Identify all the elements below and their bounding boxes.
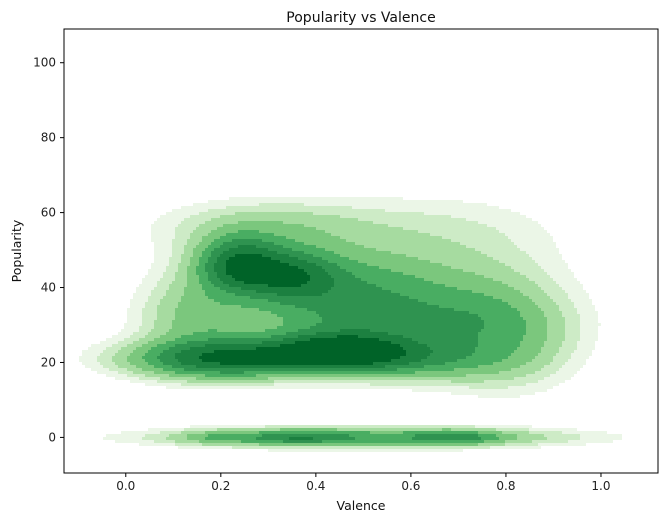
density-level-6 [157,239,484,443]
y-axis-label: Popularity [9,219,24,282]
x-axis: 0.0 0.2 0.4 0.6 0.8 1.0 [116,473,611,493]
x-tick-label: 0.6 [401,479,420,493]
x-axis-label: Valence [337,498,386,513]
y-tick-label: 80 [41,131,56,145]
chart-title: Popularity vs Valence [286,10,435,26]
density-contours [79,197,622,452]
plot-frame [63,28,659,474]
density-level-4 [127,221,547,446]
x-tick-label: 0.4 [306,479,325,493]
y-axis: 0 20 40 60 80 100 [33,56,64,444]
plot-area [63,28,659,474]
density-level-8 [199,254,406,365]
y-tick-label: 60 [41,206,56,220]
y-tick-label: 0 [48,430,56,444]
y-tick-label: 20 [41,355,56,369]
x-tick-label: 0.8 [496,479,515,493]
y-tick-label: 40 [41,281,56,295]
x-tick-label: 1.0 [591,479,610,493]
density-level-1 [79,197,622,452]
x-tick-label: 0.0 [116,479,135,493]
y-tick-label: 100 [33,56,56,70]
x-tick-label: 0.2 [211,479,230,493]
density-level-5 [142,230,526,443]
